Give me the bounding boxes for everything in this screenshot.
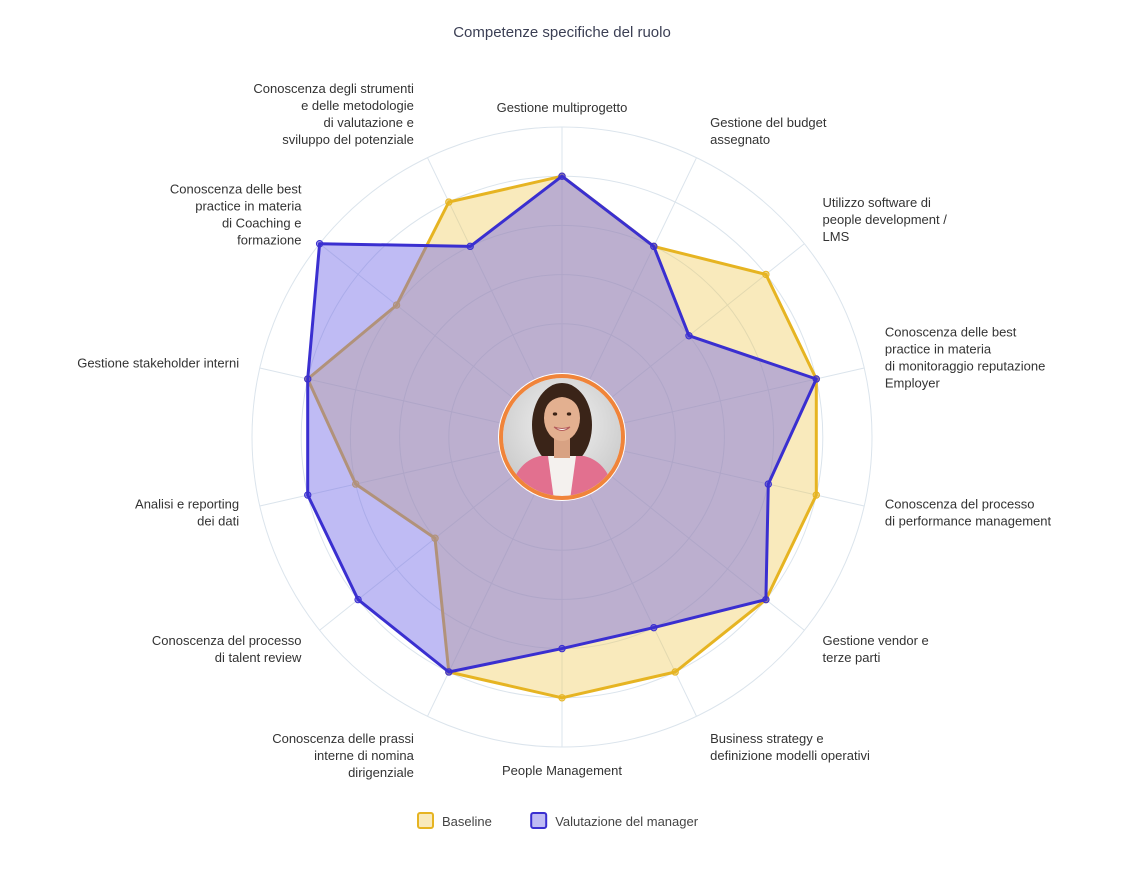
legend-label: Valutazione del manager bbox=[555, 814, 699, 829]
axis-label-line: practice in materia bbox=[195, 198, 302, 213]
legend-swatch bbox=[417, 812, 434, 829]
data-point bbox=[445, 198, 453, 206]
axis-label-line: assegnato bbox=[710, 132, 770, 147]
data-point bbox=[812, 491, 820, 499]
grid-spoke bbox=[589, 494, 697, 717]
grid-spoke bbox=[611, 243, 805, 398]
axis-label-line: di performance management bbox=[885, 514, 1052, 529]
data-point bbox=[685, 332, 693, 340]
axis-label-line: di valutazione e bbox=[324, 115, 414, 130]
axis-label-line: Conoscenza delle best bbox=[170, 181, 302, 196]
data-point bbox=[392, 301, 401, 309]
data-point bbox=[354, 595, 362, 604]
data-point bbox=[762, 595, 770, 604]
data-point bbox=[764, 480, 772, 488]
axis-label: Conoscenza del processo di talent review bbox=[152, 633, 302, 665]
axis-labels: Gestione multiprogetto Gestione del budge… bbox=[77, 81, 1051, 780]
data-point bbox=[762, 270, 770, 279]
legend-swatch bbox=[530, 812, 548, 829]
axis-label-line: Conoscenza del processo bbox=[885, 497, 1035, 512]
axis-label: Conoscenza delle prassi interne di nomina… bbox=[272, 731, 414, 780]
legend-item-manager[interactable]: Valutazione del manager bbox=[530, 812, 699, 829]
grid-spoke bbox=[319, 243, 513, 398]
grid-spoke bbox=[611, 476, 805, 631]
data-point bbox=[304, 491, 312, 499]
axis-label: Gestione del budget assegnato bbox=[710, 115, 827, 147]
axis-label-line: formazione bbox=[237, 232, 301, 247]
axis-label: Conoscenza degli strumenti e delle metodo… bbox=[253, 81, 414, 147]
axis-label-line: Gestione del budget bbox=[710, 115, 827, 130]
grid-spoke bbox=[319, 476, 513, 631]
grid-spoke bbox=[589, 157, 697, 380]
axis-label-line: dei dati bbox=[197, 514, 239, 529]
axis-label-line: interne di nomina bbox=[314, 748, 414, 763]
axis-label-line: Conoscenza delle prassi bbox=[272, 731, 414, 746]
data-point bbox=[812, 375, 820, 383]
data-point bbox=[671, 668, 679, 676]
axis-label-line: LMS bbox=[823, 229, 850, 244]
axis-label-line: sviluppo del potenziale bbox=[282, 132, 414, 147]
axis-label-line: di talent review bbox=[215, 650, 302, 665]
legend: Baseline Valutazione del manager bbox=[417, 812, 699, 829]
data-point bbox=[558, 172, 566, 180]
chart-title: Competenze specifiche del ruolo bbox=[453, 24, 671, 41]
data-point bbox=[650, 623, 658, 632]
data-point bbox=[650, 242, 658, 251]
grid-spoke bbox=[259, 367, 500, 424]
grid-spoke bbox=[624, 367, 865, 424]
data-point bbox=[445, 668, 453, 676]
grid-spoke bbox=[427, 157, 535, 380]
axis-label-line: people development / bbox=[823, 212, 948, 227]
avatar bbox=[498, 373, 626, 501]
axis-label-line: Conoscenza delle best bbox=[885, 325, 1017, 340]
axis-label-line: Business strategy e bbox=[710, 731, 823, 746]
axis-label-line: Gestione vendor e bbox=[823, 633, 929, 648]
data-point bbox=[466, 242, 474, 251]
axis-label-line: Gestione multiprogetto bbox=[497, 100, 628, 115]
data-point bbox=[431, 534, 439, 542]
axis-label-line: dirigenziale bbox=[348, 765, 414, 780]
axis-label: Utilizzo software di people development /… bbox=[823, 195, 948, 244]
axis-label: Conoscenza del processo di performance ma… bbox=[885, 497, 1052, 529]
axis-label-line: Employer bbox=[885, 376, 941, 391]
axis-label: Conoscenza delle best practice in materia… bbox=[885, 325, 1045, 391]
legend-label: Baseline bbox=[442, 814, 492, 829]
axis-label: Gestione multiprogetto bbox=[497, 100, 628, 115]
data-point bbox=[315, 240, 324, 248]
data-point bbox=[558, 694, 566, 702]
axis-label: Analisi e reporting dei dati bbox=[135, 497, 239, 529]
axis-label-line: definizione modelli operativi bbox=[710, 748, 870, 763]
grid-spoke bbox=[624, 450, 865, 507]
axis-label: Gestione vendor e terze parti bbox=[823, 633, 929, 665]
axis-label: Conoscenza delle best practice in materia… bbox=[170, 181, 302, 247]
axis-label-line: Gestione stakeholder interni bbox=[77, 356, 239, 371]
legend-item-baseline[interactable]: Baseline bbox=[417, 812, 492, 829]
data-point bbox=[558, 644, 566, 653]
axis-label-line: terze parti bbox=[823, 650, 881, 665]
data-point bbox=[304, 375, 312, 383]
axis-label-line: Conoscenza degli strumenti bbox=[253, 81, 414, 96]
data-point bbox=[352, 480, 360, 488]
axis-label: Gestione stakeholder interni bbox=[77, 356, 239, 371]
axis-label-line: Conoscenza del processo bbox=[152, 633, 302, 648]
axis-label: Business strategy e definizione modelli o… bbox=[710, 731, 870, 763]
grid-spoke bbox=[259, 450, 500, 507]
axis-label: People Management bbox=[502, 763, 622, 778]
axis-label-line: di Coaching e bbox=[222, 215, 302, 230]
axis-label-line: e delle metodologie bbox=[301, 98, 414, 113]
axis-label-line: Analisi e reporting bbox=[135, 497, 239, 512]
grid-spoke bbox=[427, 494, 535, 717]
axis-label-line: Utilizzo software di bbox=[823, 195, 931, 210]
axis-label-line: di monitoraggio reputazione bbox=[885, 359, 1045, 374]
axis-label-line: People Management bbox=[502, 763, 622, 778]
axis-label-line: practice in materia bbox=[885, 342, 992, 357]
